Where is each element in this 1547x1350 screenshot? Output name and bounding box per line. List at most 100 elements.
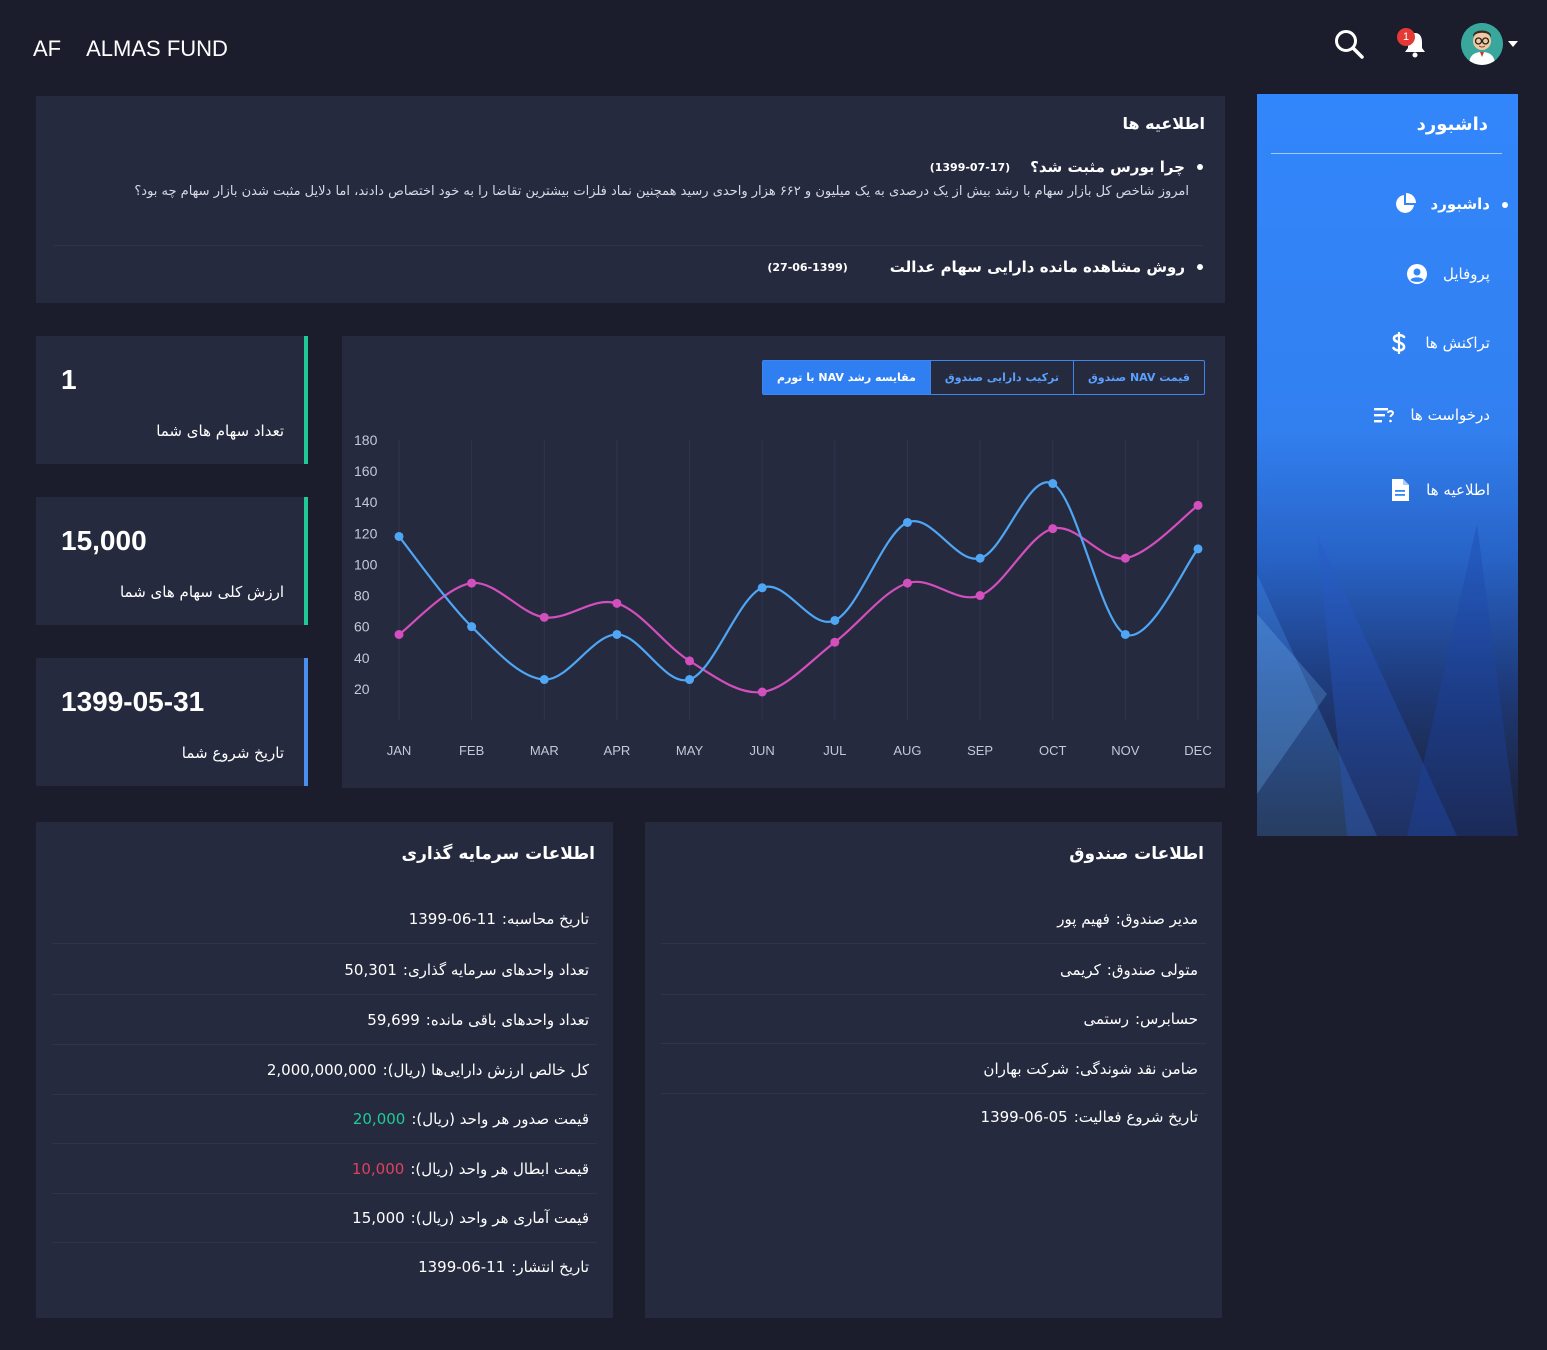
x-tick-label: OCT <box>1039 743 1067 758</box>
x-tick-label: AUG <box>893 743 921 758</box>
y-tick-label: 140 <box>354 494 378 510</box>
x-tick-label: JAN <box>387 743 412 758</box>
y-tick-label: 60 <box>354 619 370 635</box>
data-point <box>975 591 985 601</box>
info-value: 10,000 <box>351 1159 405 1178</box>
data-point <box>539 612 549 622</box>
announcement-item[interactable]: چرا بورس مثبت شد؟ (1399-07-17) امروز شاخ… <box>79 158 1203 203</box>
data-point <box>975 553 985 563</box>
brand-short: AF <box>33 36 62 61</box>
x-tick-label: SEP <box>967 743 993 758</box>
y-tick-label: 100 <box>354 556 378 572</box>
announcement-date: (1399-07-17) <box>929 160 1011 174</box>
sidebar-item-profile[interactable]: پروفایل <box>1405 262 1490 286</box>
tab-nav-vs-inflation[interactable]: مقایسه رشد NAV با تورم <box>763 361 930 394</box>
data-point <box>394 629 404 639</box>
bullet-icon <box>1197 164 1203 170</box>
search-button[interactable] <box>1329 22 1369 66</box>
x-tick-label: JUL <box>823 743 846 758</box>
chart-tabs: قیمت NAV صندوق ترکیب دارایی صندوق مقایسه… <box>762 360 1205 395</box>
data-point <box>1193 544 1203 554</box>
stat-value: 1 <box>61 364 77 395</box>
sidebar-item-label: پروفایل <box>1443 265 1490 283</box>
stat-accent <box>304 336 308 464</box>
sidebar-item-label: داشبورد <box>1430 195 1490 213</box>
brand[interactable]: AF ALMAS FUND <box>33 36 228 62</box>
stat-label: تاریخ شروع شما <box>181 744 284 762</box>
info-row: قیمت آماری هر واحد (ریال): 15,000 <box>52 1193 597 1243</box>
data-point <box>467 578 477 588</box>
data-point <box>1048 479 1058 489</box>
info-value: 1399-06-05 <box>980 1108 1068 1126</box>
info-label: مدیر صندوق: <box>1115 909 1198 928</box>
announcement-title[interactable]: چرا بورس مثبت شد؟ <box>1030 158 1185 176</box>
info-label: ضامن نقد شوندگی: <box>1075 1059 1198 1078</box>
info-row: تعداد واحدهای سرمایه گذاری: 50,301 <box>52 945 597 995</box>
stat-card-start-date: 1399-05-31 تاریخ شروع شما <box>36 658 308 786</box>
info-value: کریمی <box>1059 960 1101 979</box>
info-row: تاریخ شروع فعالیت: 1399-06-05 <box>661 1092 1206 1142</box>
info-row: مدیر صندوق: فهیم پور <box>661 894 1206 944</box>
stat-card-shares-value: 15,000 ارزش کلی سهام های شما <box>36 497 308 625</box>
sidebar-item-announcements[interactable]: اطلاعیه ها <box>1388 478 1490 502</box>
data-point <box>539 675 549 685</box>
sidebar-decoration <box>1257 524 1518 836</box>
y-tick-label: 80 <box>354 588 370 604</box>
investment-info-panel: اطلاعات سرمایه گذاری تاریخ محاسبه: 1399-0… <box>36 822 613 1318</box>
investment-info-title: اطلاعات سرمایه گذاری <box>401 844 595 864</box>
active-indicator <box>1502 202 1508 208</box>
data-point <box>757 583 767 593</box>
tab-asset-composition[interactable]: ترکیب دارایی صندوق <box>929 361 1073 394</box>
stat-label: ارزش کلی سهام های شما <box>119 583 284 601</box>
data-point <box>467 622 477 632</box>
info-label: تاریخ محاسبه: <box>501 909 589 928</box>
info-row: قیمت صدور هر واحد (ریال): 20,000 <box>52 1094 597 1144</box>
announcement-body: امروز شاخص کل بازار سهام با رشد بیش از ی… <box>134 184 1189 199</box>
info-value: شرکت بهاران <box>983 1059 1069 1078</box>
info-label: تاریخ انتشار: <box>511 1258 589 1276</box>
info-value: رستمی <box>1083 1009 1129 1028</box>
sidebar-item-transactions[interactable]: تراکنش ها <box>1387 331 1490 355</box>
stat-card-shares-count: 1 تعداد سهام های شما <box>36 336 308 464</box>
announcement-title[interactable]: روش مشاهده مانده دارایی سهام عدالت <box>889 258 1185 276</box>
data-point <box>1048 524 1058 534</box>
sidebar-item-requests[interactable]: درخواست ها <box>1372 403 1490 427</box>
fund-info-panel: اطلاعات صندوق مدیر صندوق: فهیم پور متولی … <box>645 822 1222 1318</box>
info-row: تاریخ انتشار: 1399-06-11 <box>52 1242 597 1292</box>
data-point <box>394 531 404 541</box>
divider <box>54 245 1203 246</box>
tab-nav-price[interactable]: قیمت NAV صندوق <box>1072 361 1204 394</box>
info-label: تاریخ شروع فعالیت: <box>1073 1108 1198 1126</box>
sidebar-item-label: درخواست ها <box>1410 406 1490 424</box>
info-label: قیمت ابطال هر واحد (ریال): <box>410 1159 589 1178</box>
data-point <box>830 615 840 625</box>
data-point <box>612 598 622 608</box>
header-actions: 1 <box>1329 22 1519 66</box>
user-circle-icon <box>1405 262 1429 286</box>
sidebar-item-dashboard[interactable]: داشبورد <box>1393 192 1490 216</box>
notifications-button[interactable]: 1 <box>1395 22 1435 66</box>
stat-value: 15,000 <box>61 525 147 556</box>
data-point <box>902 517 912 527</box>
y-tick-label: 20 <box>354 681 370 697</box>
info-value: 20,000 <box>352 1109 406 1128</box>
y-tick-label: 120 <box>354 525 378 541</box>
announcement-item[interactable]: روش مشاهده مانده دارایی سهام عدالت (27-0… <box>767 258 1203 276</box>
info-value: فهیم پور <box>1057 909 1110 928</box>
info-value: 1399-06-11 <box>408 909 496 928</box>
x-tick-label: FEB <box>459 743 484 758</box>
info-label: تعداد واحدهای سرمایه گذاری: <box>402 960 589 979</box>
user-menu[interactable] <box>1461 23 1519 65</box>
dollar-icon <box>1387 331 1411 355</box>
series-line <box>398 504 1199 694</box>
y-tick-label: 160 <box>354 463 378 479</box>
y-tick-label: 40 <box>354 650 370 666</box>
sidebar: داشبورد داشبورد پروفایل تراکنش ها درخواس… <box>1257 94 1518 836</box>
info-row: تعداد واحدهای باقی مانده: 59,699 <box>52 995 597 1045</box>
info-label: متولی صندوق: <box>1106 960 1198 979</box>
line-chart: 20 40 60 80 100 120 140 160 180 JAN FEB MAR APR MAY JU… <box>354 432 1212 758</box>
data-point <box>1120 629 1130 639</box>
data-point <box>685 675 695 685</box>
info-label: قیمت آماری هر واحد (ریال): <box>410 1208 589 1227</box>
data-point <box>757 687 767 697</box>
